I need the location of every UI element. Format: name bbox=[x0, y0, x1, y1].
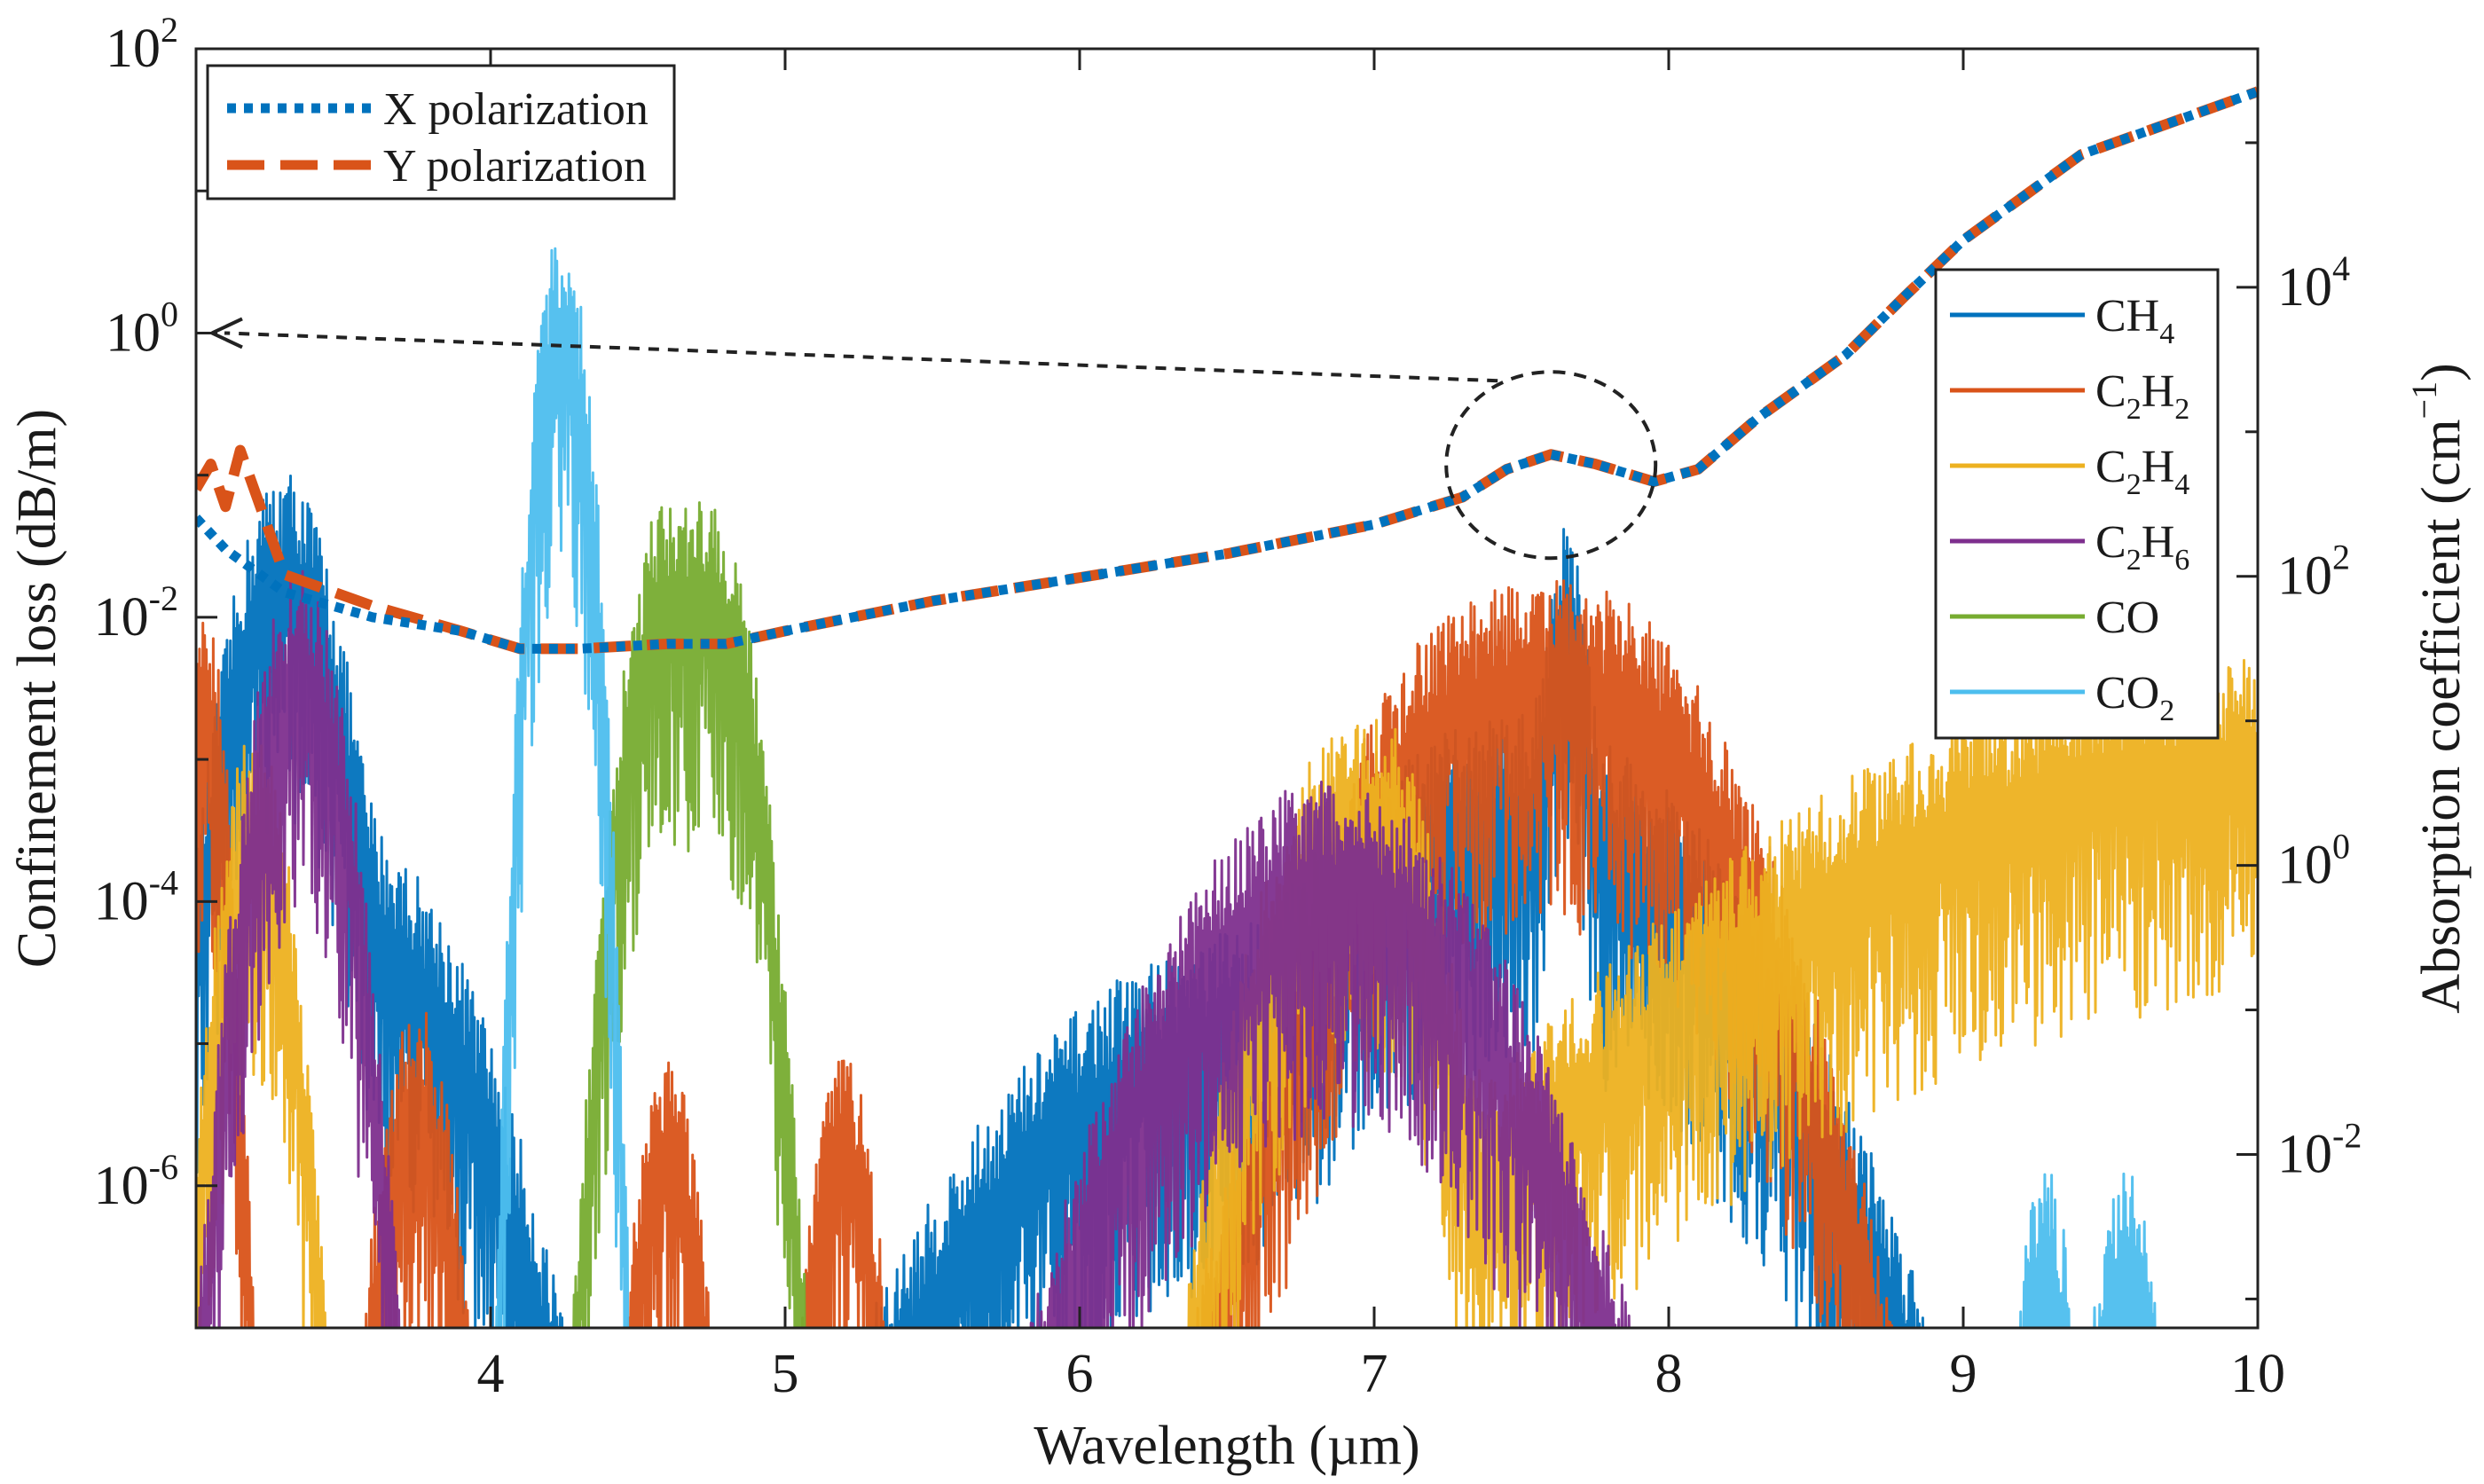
loss-x-polarization bbox=[196, 87, 2258, 654]
legend-gas-label-4: CO bbox=[2095, 593, 2159, 643]
y-right-tick-label: 100 bbox=[2277, 827, 2350, 896]
legend-polarization-box bbox=[206, 64, 676, 200]
y-left-tick-label: 100 bbox=[106, 294, 178, 363]
y-right-tick-label: 102 bbox=[2277, 538, 2350, 607]
x-tick-label: 4 bbox=[477, 1344, 505, 1404]
y-right-tick-label: 10-2 bbox=[2277, 1115, 2362, 1184]
legend-gas-label-0: CH4 bbox=[2095, 291, 2174, 350]
confinement-loss-curves bbox=[196, 86, 2258, 655]
zoom-circle bbox=[1444, 370, 1658, 561]
legend-label-0: X polarization bbox=[383, 84, 649, 135]
zoom-annotation bbox=[211, 317, 1658, 561]
plot-frame bbox=[194, 47, 2260, 1330]
x-tick-label: 5 bbox=[772, 1344, 799, 1404]
legend-gases-box bbox=[1934, 268, 2220, 740]
absorption-spectra bbox=[196, 247, 2258, 1328]
zoom-arrow-head bbox=[211, 317, 243, 349]
y-left-tick-label: 102 bbox=[106, 10, 178, 79]
x-tick-label: 7 bbox=[1361, 1344, 1388, 1404]
x-tick-label: 9 bbox=[1950, 1344, 1977, 1404]
y-axis-right-title-close: ) bbox=[2411, 363, 2472, 381]
y-left-tick-label: 10-4 bbox=[94, 862, 178, 931]
zoom-arrow-line bbox=[224, 331, 1498, 383]
y-right-tick-label: 104 bbox=[2277, 248, 2350, 318]
y-axis-right-title-sup: −1 bbox=[2404, 381, 2444, 420]
y-axis-right-title-main: Absorption coefficient (cm bbox=[2411, 419, 2472, 1013]
x-axis-title: Wavelength (µm) bbox=[1034, 1416, 1419, 1476]
absorption-3 bbox=[198, 569, 1631, 1328]
legend-gases: CH4 C2H2 C2H4 C2H6 CO CO2 bbox=[1934, 268, 2220, 740]
y-axis-left-title: Confinement loss (dB/m) bbox=[7, 409, 67, 968]
legend-gas-label-2: C2H4 bbox=[2095, 442, 2189, 501]
legend-gas-label-5: CO2 bbox=[2095, 668, 2174, 727]
y-left-tick-label: 10-2 bbox=[94, 578, 178, 648]
x-tick-label: 8 bbox=[1655, 1344, 1683, 1404]
y-axis-right-title: Absorption coefficient (cm−1) bbox=[2404, 363, 2472, 1014]
x-tick-label: 6 bbox=[1066, 1344, 1094, 1404]
legend-gas-label-3: C2H6 bbox=[2095, 517, 2189, 577]
legend-gas-label-1: C2H2 bbox=[2095, 366, 2189, 426]
axis-ticks bbox=[196, 47, 2260, 1330]
axis-tick-labels: 4 5 6 7 8 9 10 102 100 10-2 10-4 10-6 104 102 100 10-2 bbox=[94, 10, 2362, 1404]
y-left-tick-label: 10-6 bbox=[94, 1147, 178, 1216]
x-tick-label: 10 bbox=[2230, 1344, 2285, 1404]
absorption-5 bbox=[495, 247, 2157, 1328]
legend-polarization: X polarization Y polarization bbox=[206, 64, 676, 200]
legend-label-1: Y polarization bbox=[383, 141, 647, 192]
